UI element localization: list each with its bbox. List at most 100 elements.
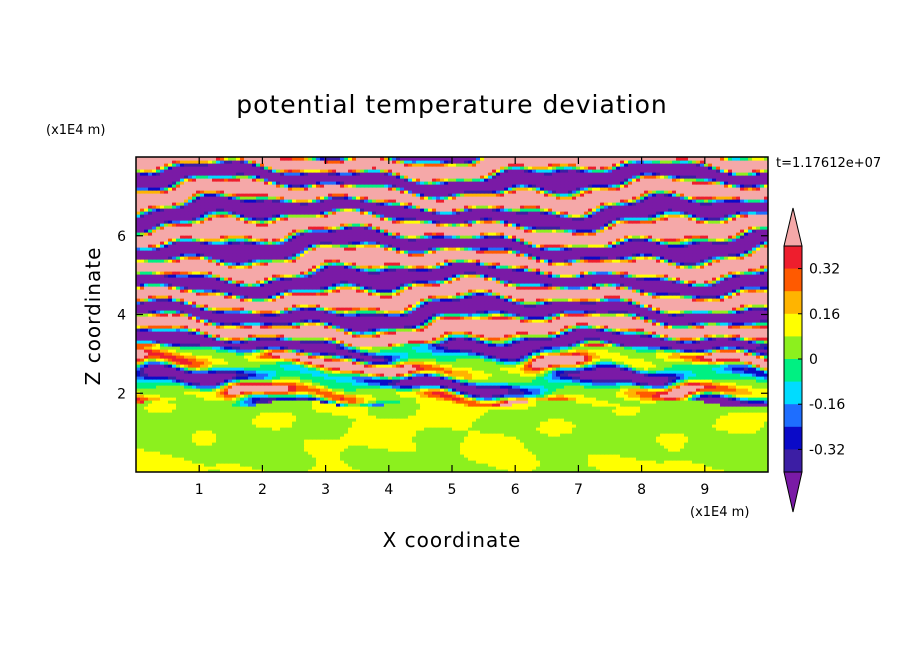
- heatmap-cell: [536, 454, 541, 458]
- heatmap-cell: [500, 439, 505, 443]
- heatmap-cell: [468, 430, 473, 434]
- heatmap-cell: [460, 439, 465, 443]
- heatmap-cell: [136, 436, 141, 440]
- heatmap-cell: [548, 445, 553, 449]
- heatmap-cell: [172, 436, 177, 440]
- heatmap-cell: [184, 430, 189, 434]
- heatmap-cell: [440, 451, 445, 455]
- heatmap-cell: [712, 469, 717, 472]
- heatmap-cell: [664, 448, 669, 452]
- heatmap-cell: [360, 439, 365, 443]
- heatmap-cell: [668, 457, 673, 461]
- heatmap-cell: [380, 442, 385, 446]
- heatmap-cell: [220, 442, 225, 446]
- heatmap-cell: [252, 460, 257, 464]
- heatmap-cell: [324, 463, 329, 467]
- heatmap-cell: [148, 433, 153, 437]
- heatmap-cell: [524, 466, 529, 470]
- heatmap-cell: [664, 442, 669, 446]
- heatmap-cell: [196, 463, 201, 467]
- heatmap-cell: [252, 454, 257, 458]
- heatmap-cell: [724, 430, 729, 434]
- heatmap-cell: [716, 427, 721, 431]
- heatmap-cell: [444, 436, 449, 440]
- heatmap-cell: [180, 469, 185, 472]
- heatmap-cell: [244, 436, 249, 440]
- heatmap-cell: [636, 427, 641, 431]
- heatmap-cell: [416, 457, 421, 461]
- heatmap-cell: [336, 439, 341, 443]
- heatmap-cell: [440, 457, 445, 461]
- heatmap-cell: [564, 433, 569, 437]
- heatmap-cell: [480, 427, 485, 431]
- heatmap-cell: [636, 463, 641, 467]
- heatmap-cell: [672, 430, 677, 434]
- heatmap-cell: [624, 460, 629, 464]
- heatmap-cell: [400, 457, 405, 461]
- heatmap-cell: [564, 457, 569, 461]
- heatmap-cell: [164, 427, 169, 431]
- heatmap-cell: [612, 454, 617, 458]
- heatmap-cell: [348, 445, 353, 449]
- heatmap-cell: [576, 457, 581, 461]
- heatmap-cell: [516, 439, 521, 443]
- heatmap-cell: [212, 433, 217, 437]
- heatmap-cell: [220, 460, 225, 464]
- heatmap-cell: [320, 448, 325, 452]
- heatmap-cell: [432, 436, 437, 440]
- heatmap-cell: [616, 466, 621, 470]
- heatmap-cell: [544, 442, 549, 446]
- heatmap-cell: [344, 466, 349, 470]
- heatmap-cell: [476, 454, 481, 458]
- heatmap-cell: [412, 445, 417, 449]
- heatmap-cell: [508, 466, 513, 470]
- heatmap-cell: [488, 436, 493, 440]
- heatmap-cell: [740, 460, 745, 464]
- heatmap-cell: [296, 451, 301, 455]
- heatmap-cell: [364, 448, 369, 452]
- heatmap-cell: [292, 433, 297, 437]
- heatmap-cell: [392, 469, 397, 472]
- heatmap-cell: [644, 466, 649, 470]
- heatmap-cell: [328, 466, 333, 470]
- heatmap-cell: [416, 448, 421, 452]
- heatmap-cell: [184, 442, 189, 446]
- heatmap-cell: [396, 442, 401, 446]
- heatmap-cell: [696, 469, 701, 472]
- heatmap-cell: [684, 427, 689, 431]
- heatmap-cell: [248, 430, 253, 434]
- heatmap-cell: [192, 457, 197, 461]
- heatmap-cell: [760, 469, 765, 472]
- heatmap-cell: [312, 469, 317, 472]
- heatmap-cell: [272, 454, 277, 458]
- heatmap-cell: [584, 451, 589, 455]
- heatmap-cell: [452, 439, 457, 443]
- heatmap-cell: [548, 433, 553, 437]
- heatmap-cell: [600, 436, 605, 440]
- heatmap-cell: [684, 454, 689, 458]
- heatmap-cell: [416, 433, 421, 437]
- heatmap-cell: [748, 457, 753, 461]
- heatmap-cell: [656, 457, 661, 461]
- heatmap-cell: [668, 466, 673, 470]
- heatmap-cell: [340, 460, 345, 464]
- heatmap-cell: [428, 445, 433, 449]
- heatmap-cell: [708, 454, 713, 458]
- heatmap-cell: [660, 448, 665, 452]
- heatmap-cell: [516, 469, 521, 472]
- heatmap-cell: [564, 451, 569, 455]
- heatmap-cell: [340, 451, 345, 455]
- heatmap-cell: [320, 427, 325, 431]
- heatmap-cell: [240, 454, 245, 458]
- heatmap-cell: [156, 442, 161, 446]
- heatmap-cell: [344, 430, 349, 434]
- heatmap-cell: [588, 466, 593, 470]
- heatmap-cell: [376, 460, 381, 464]
- heatmap-cell: [480, 442, 485, 446]
- heatmap-cell: [276, 430, 281, 434]
- heatmap-cell: [348, 463, 353, 467]
- heatmap-cell: [224, 442, 229, 446]
- heatmap-cell: [660, 442, 665, 446]
- heatmap-cell: [572, 430, 577, 434]
- heatmap-cell: [616, 469, 621, 472]
